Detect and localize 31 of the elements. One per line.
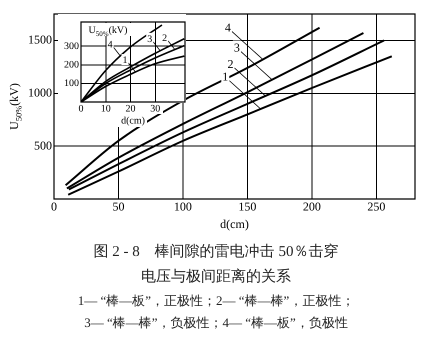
- caption: 图 2 - 8 棒间隙的雷电冲击 50％击穿: [92, 242, 340, 262]
- x-axis-title: d(cm): [220, 216, 249, 231]
- x-tick-label: 30: [150, 104, 160, 115]
- y-tick-label: 200: [64, 59, 79, 70]
- annotation: 2: [162, 32, 168, 44]
- annotation: 2: [227, 56, 234, 71]
- x-tick-label: 50: [112, 199, 124, 214]
- text: 电压与极间距离的关系: [140, 267, 292, 287]
- x-tick-label: 150: [238, 199, 256, 214]
- x-tick-label: 10: [100, 104, 111, 115]
- y-tick-label: 100: [64, 78, 79, 90]
- x-tick-label: 250: [367, 199, 386, 214]
- x-tick-label: 100: [174, 199, 192, 214]
- annotation: 4: [224, 20, 231, 34]
- text: 1— “棒—板”，正极性；2— “棒—棒”，正极性；: [76, 292, 356, 310]
- y-tick-label: 300: [64, 40, 79, 52]
- y-tick-label: 1500: [28, 32, 52, 47]
- x-axis-title: d(cm): [121, 116, 145, 127]
- y-tick-label: 1000: [28, 85, 52, 100]
- annotation: 3: [234, 40, 240, 55]
- annotation: 1: [222, 70, 228, 84]
- x-tick-label: 0: [51, 199, 57, 214]
- y-axis-title: U50%(kV): [7, 83, 24, 130]
- annotation: 3: [147, 34, 152, 45]
- annotation: 4: [108, 39, 113, 50]
- x-tick-label: 0: [78, 104, 84, 115]
- annotation: 1: [122, 55, 128, 66]
- y-tick-label: 500: [34, 138, 52, 152]
- text: 3— “棒—棒”，负极性；4— “棒—板”，负极性: [83, 314, 349, 332]
- x-tick-label: 20: [126, 104, 136, 115]
- x-tick-label: 200: [302, 199, 321, 214]
